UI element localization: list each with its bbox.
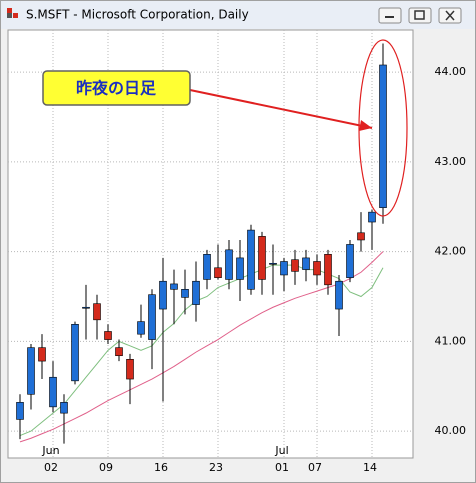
maximize-icon xyxy=(414,10,425,20)
app-icon xyxy=(7,8,12,13)
candle-body xyxy=(324,254,332,286)
window-buttons[interactable] xyxy=(378,7,462,24)
candle-body xyxy=(159,280,167,310)
x-tick-label: 23 xyxy=(209,461,223,474)
candle-body xyxy=(269,262,277,265)
candle-body xyxy=(236,257,244,280)
candle-body xyxy=(302,257,310,270)
x-tick-label: 16 xyxy=(154,461,168,474)
candle-body xyxy=(38,347,46,362)
candle-body xyxy=(313,261,321,276)
y-tick-label: 42.00 xyxy=(435,245,467,258)
y-tick-label: 40.00 xyxy=(435,424,467,437)
x-tick-label: 07 xyxy=(308,461,322,474)
annotation-box xyxy=(42,70,191,106)
x-tick-label: 09 xyxy=(99,461,113,474)
candle-body xyxy=(115,347,123,357)
y-tick-label: 41.00 xyxy=(435,334,467,347)
annotation-layer: 昨夜の日足 xyxy=(42,39,408,217)
candle-body xyxy=(82,306,90,309)
candle-body xyxy=(291,259,299,272)
candle-body xyxy=(170,283,178,290)
x-tick-label: 01 xyxy=(275,461,289,474)
plot-layer: 40.00 41.00 42.00 43.00 44.00 02 09 16 23 01 07 14 J… xyxy=(8,30,466,474)
candle-body xyxy=(280,261,288,276)
candle-body xyxy=(49,376,57,408)
y-tick-label: 44.00 xyxy=(435,65,467,78)
arrow-head xyxy=(359,120,372,131)
y-tick-label: 43.00 xyxy=(435,155,467,168)
annotation-text: 昨夜の日足 xyxy=(76,79,157,98)
candle-body xyxy=(357,232,365,241)
x-tick-label: 14 xyxy=(363,461,377,474)
close-icon xyxy=(445,10,455,21)
candle-body xyxy=(126,358,134,380)
candle-body xyxy=(335,280,343,310)
minimize-button[interactable] xyxy=(378,7,402,24)
candle-body xyxy=(247,229,255,290)
candle-body xyxy=(192,280,200,305)
candle-body xyxy=(379,64,387,208)
candle-body xyxy=(60,402,68,414)
x-tick-label: 02 xyxy=(44,461,58,474)
candle-body xyxy=(27,347,35,395)
moving-average-line xyxy=(19,264,384,437)
highlight-ellipse xyxy=(358,39,408,217)
candle-body xyxy=(104,331,112,340)
candle-body xyxy=(203,254,211,280)
candle-body xyxy=(346,244,354,278)
candle-body xyxy=(93,303,101,321)
minimize-icon xyxy=(385,16,394,18)
candle-body xyxy=(214,267,222,278)
candle-body xyxy=(71,324,79,382)
candle-body xyxy=(181,289,189,298)
candle-body xyxy=(258,236,266,280)
app-icon xyxy=(7,13,12,18)
annotation-arrow xyxy=(189,89,373,129)
candle-body xyxy=(368,211,376,223)
window-title: S.MSFT - Microsoft Corporation, Daily xyxy=(26,8,249,22)
app-icon xyxy=(13,13,18,18)
month-label: Jun xyxy=(41,444,59,457)
candle-body xyxy=(16,402,24,420)
moving-average-line xyxy=(19,251,384,443)
candle-body xyxy=(137,321,145,335)
candle-body xyxy=(148,294,156,340)
candle-body xyxy=(225,249,233,280)
month-label: Jul xyxy=(274,444,288,457)
